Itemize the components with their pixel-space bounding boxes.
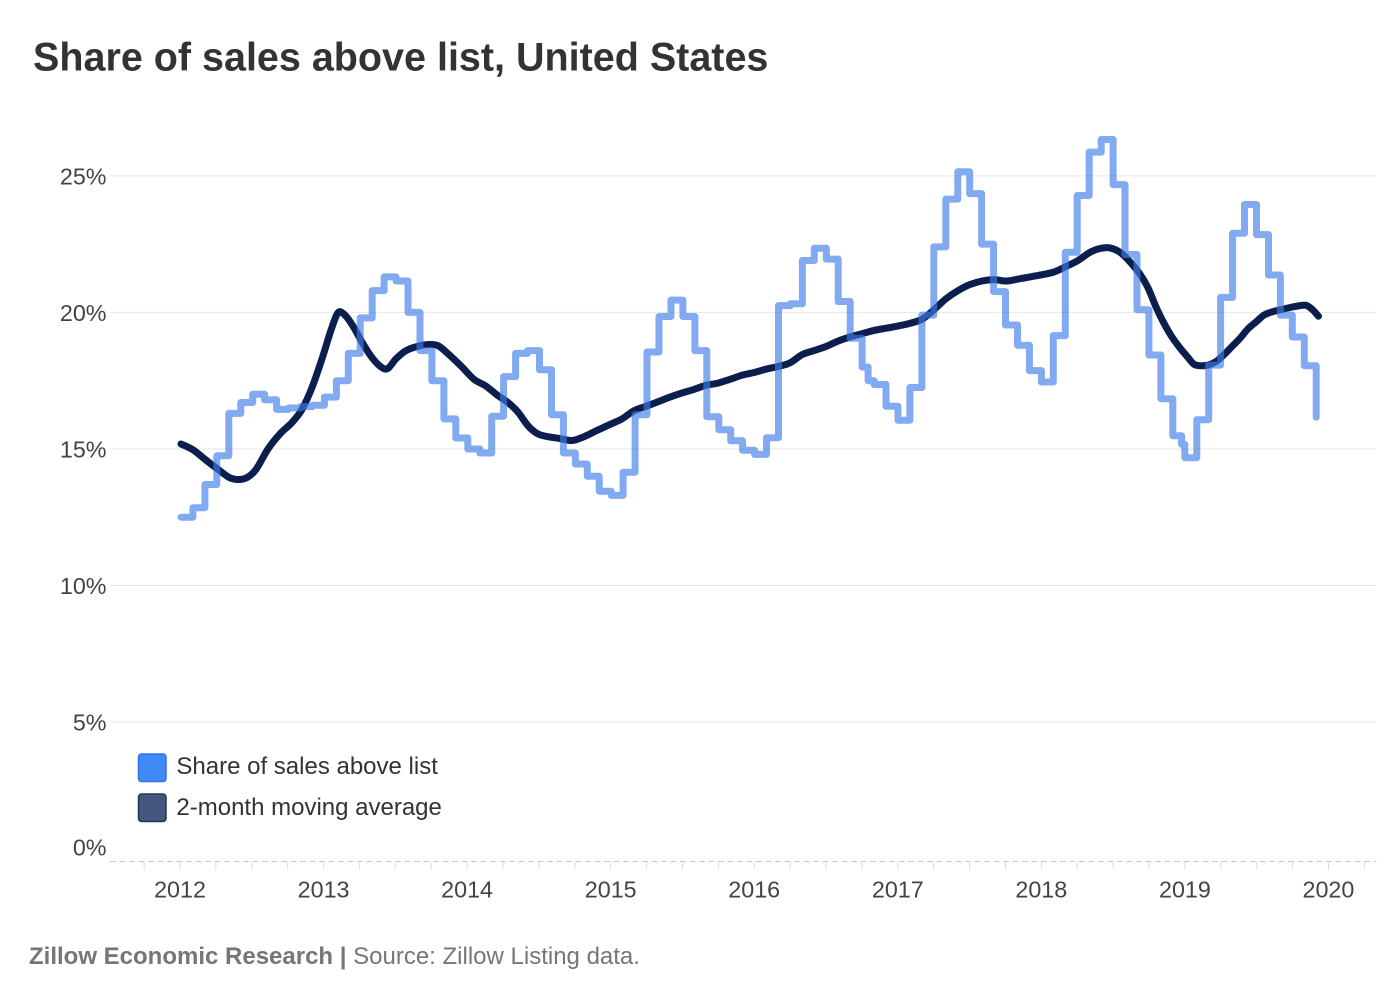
svg-text:2020: 2020 [1302,877,1354,903]
svg-text:Zillow Economic Research | Sou: Zillow Economic Research | Source: Zillo… [29,943,640,970]
svg-text:2-month moving average: 2-month moving average [176,794,441,821]
svg-text:2012: 2012 [154,877,206,903]
svg-text:5%: 5% [73,710,107,736]
svg-text:2015: 2015 [585,877,637,903]
svg-text:10%: 10% [60,573,107,599]
svg-text:Share of sales above list, Uni: Share of sales above list, United States [33,36,768,80]
svg-text:15%: 15% [60,437,107,463]
svg-text:25%: 25% [60,163,107,189]
svg-text:2016: 2016 [728,877,780,903]
svg-text:2014: 2014 [441,877,493,903]
svg-text:2017: 2017 [872,877,924,903]
svg-text:0%: 0% [73,835,107,861]
svg-text:2013: 2013 [298,877,350,903]
svg-text:Share of sales above list: Share of sales above list [176,753,438,780]
svg-text:20%: 20% [60,300,107,326]
svg-text:2018: 2018 [1015,877,1067,903]
svg-text:2019: 2019 [1159,877,1211,903]
